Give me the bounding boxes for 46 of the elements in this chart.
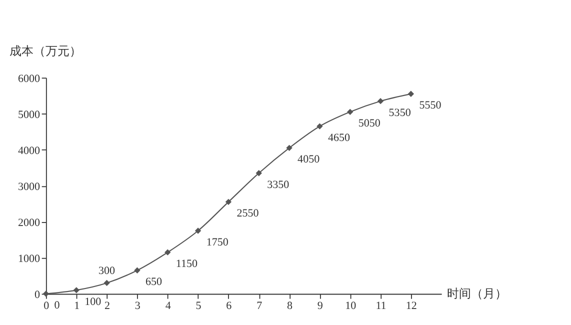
x-tick-label: 5 xyxy=(196,300,202,312)
y-tick-label: 6000 xyxy=(18,72,40,85)
point xyxy=(194,228,202,234)
x-tick-label: 0 xyxy=(44,300,50,312)
x-tick-label: 1 xyxy=(74,300,80,312)
x-tick-label: 7 xyxy=(256,300,263,312)
x-tick-label: 11 xyxy=(376,300,386,312)
y-tick-label: 1000 xyxy=(18,252,40,265)
x-tick-label: 3 xyxy=(134,300,141,312)
data-label: 300 xyxy=(98,264,116,277)
point xyxy=(377,98,384,104)
point xyxy=(256,170,262,176)
point xyxy=(286,144,292,151)
point xyxy=(316,123,323,130)
point xyxy=(104,280,110,286)
point xyxy=(73,287,80,294)
y-tick-label: 5000 xyxy=(18,108,40,121)
y-tick-label: 0 xyxy=(34,288,40,301)
point xyxy=(134,267,140,274)
x-tick-label: 2 xyxy=(104,300,110,312)
data-label: 4650 xyxy=(328,132,350,144)
data-label: 5350 xyxy=(388,106,412,119)
data-label: 4050 xyxy=(298,154,320,166)
point xyxy=(164,249,171,256)
x-axis-title: 时间（月） xyxy=(446,286,507,300)
data-label: 5550 xyxy=(419,100,442,112)
data-label: 3350 xyxy=(267,178,290,191)
x-tick-label: 9 xyxy=(317,300,324,312)
y-tick-label: 2000 xyxy=(18,216,40,229)
point xyxy=(225,198,232,206)
y-axis-title: 成本（万元） xyxy=(10,44,82,58)
x-tick-label: 6 xyxy=(226,300,232,312)
y-tick-label: 3000 xyxy=(18,180,40,193)
x-tick-label: 8 xyxy=(286,300,293,312)
point xyxy=(408,90,414,97)
data-label: 100 xyxy=(84,296,102,308)
x-tick-label: 4 xyxy=(165,300,172,312)
y-tick-label: 4000 xyxy=(18,144,40,157)
data-label: 650 xyxy=(145,276,163,288)
data-label: 1150 xyxy=(176,258,198,270)
x-tick-label: 10 xyxy=(345,300,357,312)
x-tick-label: 12 xyxy=(406,300,417,312)
data-label: 1750 xyxy=(206,236,229,248)
point xyxy=(347,108,354,115)
data-label: 2550 xyxy=(236,208,260,220)
data-label: 5050 xyxy=(358,118,381,130)
